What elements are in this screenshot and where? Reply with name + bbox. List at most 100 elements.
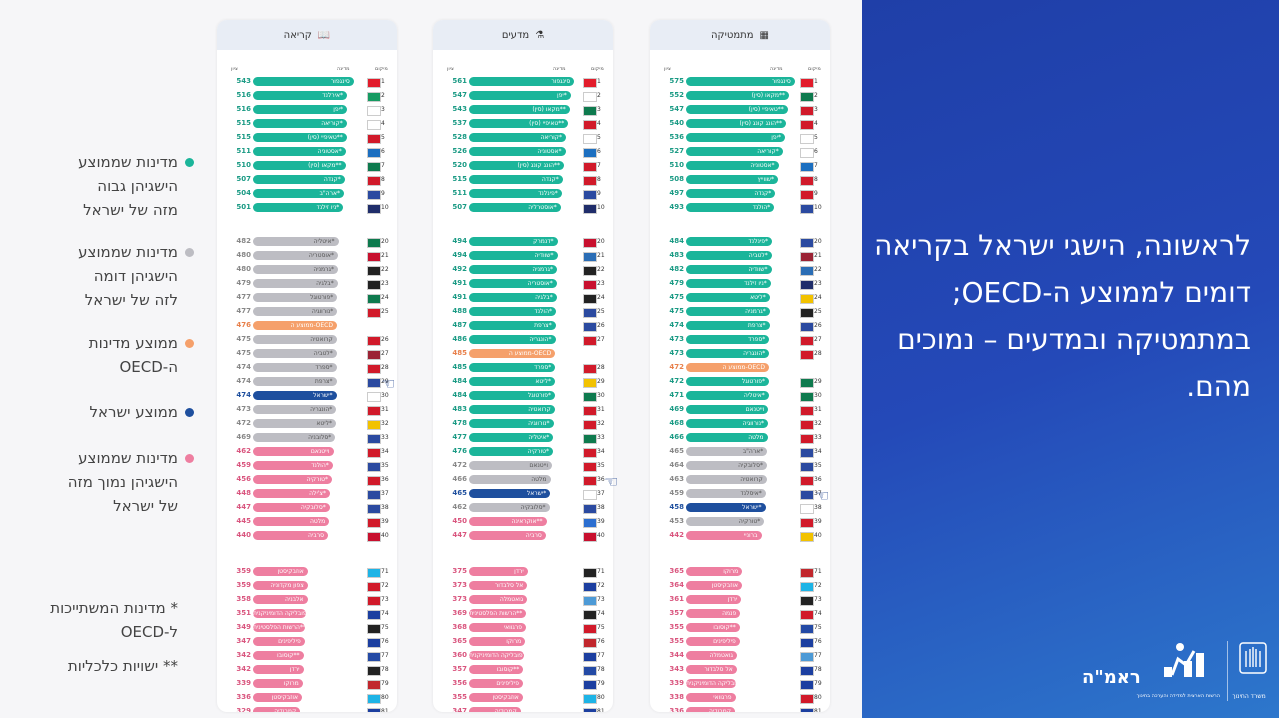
chart-row: 485 ספרד* 28	[433, 362, 613, 374]
legend-line: ה-OECD	[119, 358, 178, 376]
country-flag-icon	[367, 475, 381, 486]
rank-label: 39	[597, 518, 605, 525]
chart-row: 473 הונגריה* 28	[650, 348, 830, 360]
math-panel: מתמטיקה ▦ ציון מדינה מיקום 575 סינגפור 1 55…	[650, 20, 830, 712]
chart-row: 477 פורטוגל* 24	[217, 292, 397, 304]
chart-row: 477 נורווגיה* 25	[217, 306, 397, 318]
pointing-hand-icon: ☜	[604, 472, 619, 491]
score-bar: קרואטיה	[253, 335, 337, 344]
score-bar: בלגיה*	[253, 279, 338, 288]
score-bar: אוקראינה**	[469, 517, 547, 526]
country-flag-icon	[800, 189, 814, 200]
country-flag-icon	[367, 693, 381, 704]
score-label: 497	[669, 189, 684, 197]
chart-row: 486 הונגריה* 27	[433, 334, 613, 346]
score-label: 464	[669, 461, 684, 469]
score-bar: פורטוגל*	[253, 293, 338, 302]
score-label: 342	[236, 651, 251, 659]
rank-label: 24	[597, 294, 605, 301]
chart-row: 440 סרביה 40	[217, 530, 397, 542]
country-flag-icon	[800, 237, 814, 248]
score-label: 475	[236, 349, 251, 357]
score-bar: איטליה*	[686, 391, 769, 400]
country-flag-icon	[367, 595, 381, 606]
score-label: 358	[236, 595, 251, 603]
score-label: 492	[452, 265, 467, 273]
rank-label: 36	[814, 476, 822, 483]
legend-similar: מדינות שממוצע הישגיהן דומה לזה של ישראל	[78, 240, 194, 312]
chart-row: 483 קרואטיה 31	[433, 404, 613, 416]
chart-row: 479 בלגיה* 23	[217, 278, 397, 290]
rank-label: 8	[381, 176, 385, 183]
score-label: 515	[452, 175, 467, 183]
score-label: 491	[452, 279, 467, 287]
score-bar: נורווגיה*	[253, 307, 338, 316]
chart-row: 468 נורווגיה* 32	[650, 418, 830, 430]
country-flag-icon	[800, 419, 814, 430]
country-flag-icon	[583, 237, 597, 248]
score-bar: ניו זילנד*	[253, 203, 344, 212]
score-label: 453	[669, 517, 684, 525]
country-flag-icon	[367, 91, 381, 102]
score-bar: מלטה	[469, 475, 551, 484]
score-label: 487	[452, 321, 467, 329]
score-label: 515	[236, 133, 251, 141]
score-label: 373	[452, 581, 467, 589]
chart-row: 356 פיליפינים 79	[433, 678, 613, 690]
score-header: ציון	[664, 66, 671, 72]
country-flag-icon	[583, 279, 597, 290]
score-label: 480	[236, 251, 251, 259]
rank-label: 3	[381, 106, 385, 113]
country-flag-icon	[367, 433, 381, 444]
country-flag-icon	[583, 503, 597, 514]
chart-row: 342 קוסובו** 77	[217, 650, 397, 662]
rank-label: 1	[814, 78, 818, 85]
rank-label: 77	[381, 652, 389, 659]
chart-row: 515 טאיפיי (סין)** 5	[217, 132, 397, 144]
score-bar: טאיפיי (סין)**	[686, 105, 788, 114]
chart-row: 475 גרמניה* 25	[650, 306, 830, 318]
chart-row: 473 הונגריה* 31	[217, 404, 397, 416]
score-bar: הונגריה*	[253, 405, 337, 414]
country-flag-icon	[583, 91, 597, 102]
legend-oecd: ממוצע מדינות ה-OECD	[89, 331, 194, 379]
country-flag-icon	[800, 77, 814, 88]
chart-row: 543 מקאו (סין)** 3	[433, 104, 613, 116]
chart-row: 520 הונג קונג (סין)** 7	[433, 160, 613, 172]
chart-row: 508 שווייץ* 8	[650, 174, 830, 186]
score-bar: קנדה*	[686, 189, 776, 198]
rank-label: 32	[597, 420, 605, 427]
country-flag-icon	[800, 665, 814, 676]
score-bar: ישראל*	[469, 489, 551, 498]
score-bar: מרוקו	[686, 567, 743, 576]
country-flag-icon	[367, 363, 381, 374]
score-label: 475	[669, 293, 684, 301]
chart-row: 484 ליטא* 29	[433, 376, 613, 388]
score-label: 349	[236, 623, 251, 631]
score-bar: קמבודיה	[686, 707, 735, 712]
country-flag-icon	[367, 251, 381, 262]
chart-row: 515 קנדה* 8	[433, 174, 613, 186]
rank-label: 1	[597, 78, 601, 85]
chart-row: 445 מלטה 39	[217, 516, 397, 528]
score-label: 472	[669, 363, 684, 371]
country-flag-icon	[583, 707, 597, 712]
headline-panel	[862, 0, 1279, 718]
score-label: 537	[452, 119, 467, 127]
score-label: 450	[452, 517, 467, 525]
chart-row: 516 יפן* 3	[217, 104, 397, 116]
chart-row: 507 קנדה* 8	[217, 174, 397, 186]
score-bar: ממוצע ה-OECD	[686, 363, 769, 372]
country-flag-icon	[583, 363, 597, 374]
score-label: 501	[236, 203, 251, 211]
rank-label: 2	[814, 92, 818, 99]
score-label: 466	[452, 475, 467, 483]
score-label: 575	[669, 77, 684, 85]
score-bar: קנדה*	[469, 175, 563, 184]
score-label: 511	[236, 147, 251, 155]
rank-label: 22	[597, 266, 605, 273]
rank-label: 27	[381, 350, 389, 357]
score-bar: ליטא*	[686, 293, 770, 302]
legend-note-entities: ** ישויות כלכליות	[68, 654, 178, 678]
score-label: 469	[236, 433, 251, 441]
